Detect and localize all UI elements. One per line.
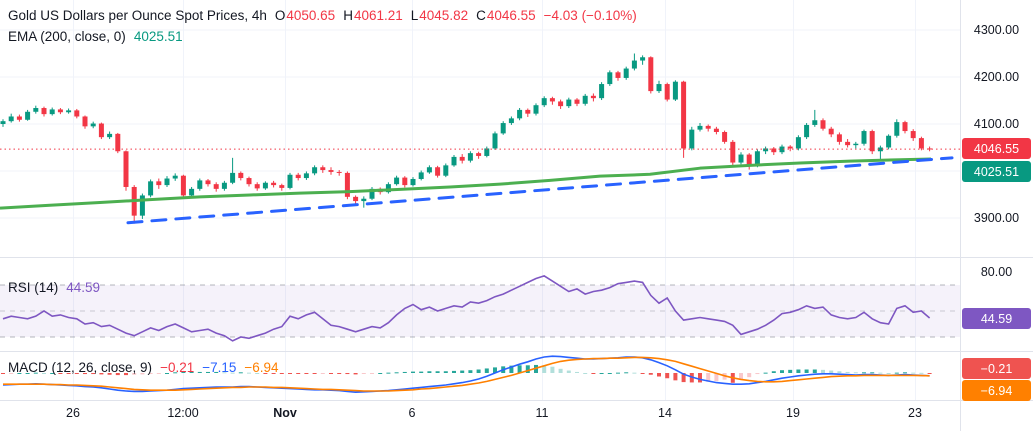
change-value: −4.03 (−0.10%) — [543, 8, 637, 23]
main-legend: Gold US Dollars per Ounce Spot Prices, 4… — [8, 8, 637, 23]
rsi-legend: RSI (14) 44.59 — [8, 280, 100, 295]
ohlc-open: O 4050.65 — [275, 8, 335, 23]
ema-value: 4025.51 — [133, 29, 183, 44]
ohlc-low: L 4045.82 — [411, 8, 468, 23]
high-value: 4061.21 — [353, 8, 403, 23]
axis-tick-label: 4300.00 — [973, 23, 1020, 37]
ohlc-high: H 4061.21 — [343, 8, 403, 23]
macd-signal-badge: −6.94 — [962, 380, 1031, 401]
macd-legend: MACD (12, 26, close, 9) −0.21 −7.15 −6.9… — [8, 360, 279, 375]
low-label: L — [410, 8, 419, 23]
axis-tick-label: 3900.00 — [973, 211, 1020, 225]
time-tick-label: 11 — [535, 406, 549, 420]
open-value: 4050.65 — [286, 8, 336, 23]
time-axis-scale[interactable]: 26 12:00 Nov 6 11 14 19 23 — [0, 401, 1033, 431]
ema-legend: EMA (200, close, 0) 4025.51 — [8, 29, 183, 44]
low-value: 4045.82 — [419, 8, 469, 23]
axis-tick-label: 4200.00 — [973, 70, 1020, 84]
macd-hist-badge: −0.21 — [962, 358, 1031, 379]
macd-signal-value: −6.94 — [244, 360, 279, 375]
symbol-title[interactable]: Gold US Dollars per Ounce Spot Prices, 4… — [8, 8, 267, 23]
time-tick-label: 14 — [658, 406, 672, 420]
rsi-value: 44.59 — [66, 280, 101, 295]
macd-hist-value: −0.21 — [160, 360, 195, 375]
ema-value-badge: 4025.51 — [962, 161, 1031, 183]
time-tick-label: 12:00 — [167, 406, 199, 420]
time-tick-label: 6 — [408, 406, 416, 420]
rsi-value-badge: 44.59 — [962, 308, 1031, 330]
ema-label[interactable]: EMA (200, close, 0) — [8, 29, 126, 44]
time-tick-label: 26 — [66, 406, 80, 420]
time-tick-label: Nov — [273, 406, 297, 420]
macd-line-value: −7.15 — [202, 360, 237, 375]
time-tick-label: 23 — [908, 406, 922, 420]
open-label: O — [274, 8, 286, 23]
macd-label[interactable]: MACD (12, 26, close, 9) — [8, 360, 153, 375]
axis-tick-label: 4100.00 — [973, 117, 1020, 131]
ohlc-close: C 4046.55 — [476, 8, 536, 23]
time-tick-label: 19 — [786, 406, 800, 420]
close-value: 4046.55 — [486, 8, 536, 23]
high-label: H — [343, 8, 353, 23]
rsi-label[interactable]: RSI (14) — [8, 280, 59, 295]
axis-tick-label: 80.00 — [980, 265, 1013, 279]
last-price-badge: 4046.55 — [962, 138, 1031, 160]
close-label: C — [476, 8, 486, 23]
